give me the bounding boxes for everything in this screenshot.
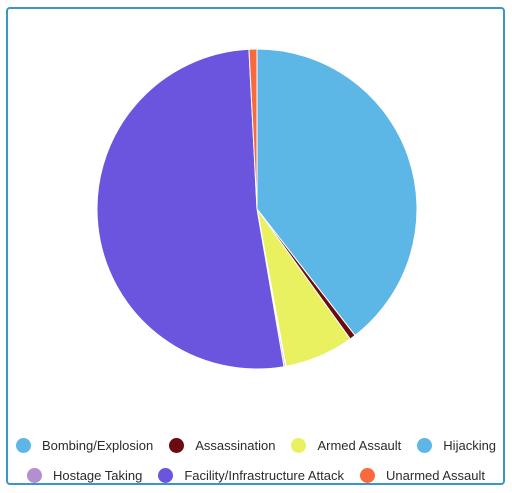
legend-item-unarmed-assault[interactable]: Unarmed Assault [360, 467, 486, 483]
pie-chart [96, 48, 418, 370]
legend-item-armed-assault[interactable]: Armed Assault [291, 437, 402, 453]
legend-swatch [158, 467, 174, 483]
legend-label: Hostage Taking [52, 467, 143, 483]
legend: Bombing/Explosion Assassination Armed Assa… [0, 430, 512, 490]
legend-item-hijacking[interactable]: Hijacking [417, 437, 497, 453]
legend-row: Bombing/Explosion Assassination Armed Assa… [0, 430, 512, 460]
legend-label: Bombing/Explosion [41, 437, 154, 453]
legend-swatch [26, 467, 42, 483]
legend-swatch [417, 437, 433, 453]
pie-slice-unarmed-assault[interactable] [248, 48, 258, 210]
pie-slice-bombing-explosion[interactable] [256, 48, 418, 337]
legend-label: Facility/Infrastructure Attack [184, 467, 345, 483]
legend-label: Assassination [195, 437, 276, 453]
pie-slice-facility-infrastructure-attack[interactable] [96, 48, 285, 370]
legend-label: Hijacking [443, 437, 497, 453]
legend-item-assassination[interactable]: Assassination [169, 437, 276, 453]
legend-swatch [360, 467, 376, 483]
legend-item-hostage-taking[interactable]: Hostage Taking [26, 467, 143, 483]
legend-item-bombing-explosion[interactable]: Bombing/Explosion [15, 437, 154, 453]
legend-swatch [169, 437, 185, 453]
legend-swatch [291, 437, 307, 453]
legend-item-facility-infrastructure-attack[interactable]: Facility/Infrastructure Attack [158, 467, 345, 483]
pie-slices [96, 48, 418, 370]
legend-row: Hostage Taking Facility/Infrastructure At… [0, 460, 512, 490]
legend-label: Armed Assault [317, 437, 402, 453]
legend-label: Unarmed Assault [386, 467, 486, 483]
legend-swatch [15, 437, 31, 453]
